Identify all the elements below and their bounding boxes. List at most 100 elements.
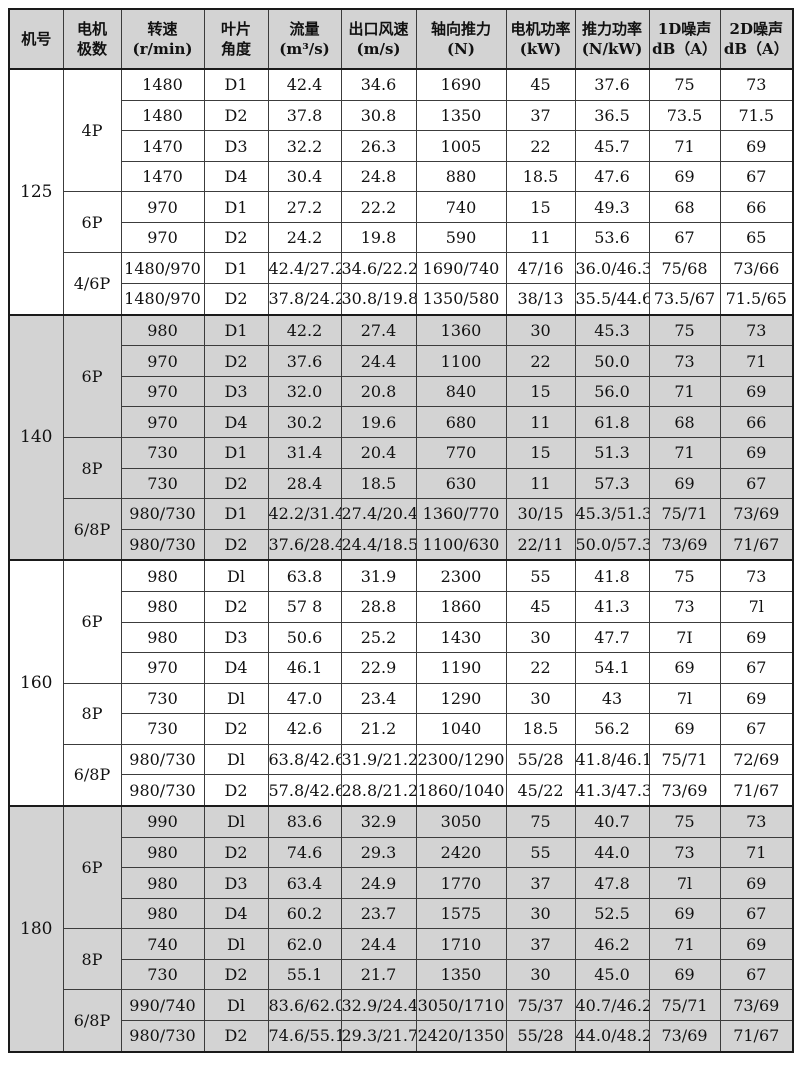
cell-velocity: 27.4	[340, 313, 417, 347]
cell-thrust-power: 49.3	[574, 191, 650, 223]
cell-noise-2d: 71/67	[719, 528, 794, 561]
cell-speed: 1480	[120, 99, 205, 132]
cell-thrust: 1290	[415, 682, 507, 715]
cell-velocity: 32.9/24.4	[340, 989, 417, 1021]
cell-power: 30	[505, 682, 576, 715]
cell-speed: 1480/970	[120, 252, 205, 284]
cell-noise-1d: 69	[648, 160, 721, 193]
cell-speed: 980/730	[120, 528, 205, 561]
cell-noise-2d: 71	[719, 345, 794, 377]
cell-flow: 37.6	[267, 345, 342, 377]
cell-power: 18.5	[505, 713, 576, 745]
poles-cell: 6P	[62, 313, 122, 438]
cell-speed: 730	[120, 467, 205, 500]
table-row: 180 6P 990 Dl 83.6 32.9 3050 75 40.7 75 73	[8, 804, 794, 1053]
cell-thrust-power: 45.3	[574, 313, 650, 347]
cell-speed: 970	[120, 191, 205, 223]
cell-velocity: 19.6	[340, 406, 417, 438]
table-row: 970 D3 32.0 20.8 840 15 56.0 71 69	[9, 375, 794, 408]
cell-flow: 57.8/42.6	[267, 774, 342, 807]
cell-blade: D2	[203, 528, 269, 561]
col-header-line2: (r/min)	[132, 40, 193, 58]
cell-power: 55	[505, 559, 576, 593]
cell-flow: 55.1	[267, 958, 342, 991]
cell-thrust-power: 50.0/57.3	[574, 528, 650, 561]
col-header-line1: 2D噪声	[729, 19, 783, 38]
cell-power: 55/28	[505, 1019, 576, 1053]
cell-blade: D2	[203, 1019, 269, 1053]
table-row: 8P 730 D1 31.4 20.4 770 15 51.3 71 69	[9, 436, 794, 500]
cell-thrust: 1360/770	[415, 498, 507, 530]
table-row: 6/8P 990/740 Dl 83.6/62.0 32.9/24.4 3050/1710…	[9, 989, 794, 1053]
cell-velocity: 24.4	[340, 345, 417, 377]
cell-thrust-power: 47.6	[574, 160, 650, 193]
poles-cell: 8P	[62, 436, 122, 500]
col-header-axial-thrust: 轴向推力 (N)	[415, 8, 507, 70]
table-row: 980 D2 74.6 29.3 2420 55 44.0 73 71	[9, 836, 794, 869]
cell-thrust-power: 36.5	[574, 99, 650, 132]
cell-blade: D1	[203, 436, 269, 469]
cell-noise-1d: 68	[648, 406, 721, 438]
cell-noise-2d: 71	[719, 836, 794, 869]
cell-speed: 980	[120, 313, 205, 347]
cell-blade: D1	[203, 498, 269, 530]
cell-blade: D2	[203, 958, 269, 991]
cell-blade: D3	[203, 130, 269, 162]
cell-blade: D1	[203, 313, 269, 347]
table-row: 1480 D2 37.8 30.8 1350 37 36.5 73.5 71.5	[9, 99, 794, 132]
cell-velocity: 23.4	[340, 682, 417, 715]
cell-noise-2d: 71.5	[719, 99, 794, 132]
table-row: 730 D2 28.4 18.5 630 11 57.3 69 67	[9, 467, 794, 500]
cell-velocity: 34.6/22.2	[340, 252, 417, 284]
col-header-line1: 叶片	[220, 19, 251, 38]
cell-thrust-power: 47.8	[574, 867, 650, 899]
col-header-machine-no: 机号	[8, 8, 64, 70]
cell-velocity: 18.5	[340, 467, 417, 500]
poles-cell: 6/8P	[62, 743, 122, 807]
cell-velocity: 24.8	[340, 160, 417, 193]
cell-thrust: 1100	[415, 345, 507, 377]
cell-blade: D3	[203, 375, 269, 408]
cell-speed: 980	[120, 559, 205, 593]
cell-velocity: 19.8	[340, 221, 417, 254]
cell-noise-1d: 68	[648, 191, 721, 223]
cell-thrust: 740	[415, 191, 507, 223]
cell-power: 37	[505, 99, 576, 132]
cell-noise-2d: 67	[719, 467, 794, 500]
cell-thrust-power: 56.2	[574, 713, 650, 745]
cell-power: 45	[505, 67, 576, 101]
cell-thrust: 1360	[415, 313, 507, 347]
cell-thrust-power: 52.5	[574, 897, 650, 930]
cell-flow: 24.2	[267, 221, 342, 254]
cell-speed: 740	[120, 928, 205, 960]
table-row: 1470 D3 32.2 26.3 1005 22 45.7 71 69	[9, 130, 794, 162]
col-header-line2: (N)	[447, 40, 475, 58]
cell-blade: D1	[203, 252, 269, 284]
cell-noise-2d: 71.5/65	[719, 282, 794, 316]
poles-cell: 4P	[62, 68, 122, 193]
cell-thrust-power: 44.0/48.2	[574, 1019, 650, 1053]
cell-noise-2d: 72/69	[719, 743, 794, 776]
cell-power: 15	[505, 375, 576, 408]
cell-thrust-power: 43	[574, 682, 650, 715]
poles-cell: 4/6P	[62, 252, 122, 316]
cell-power: 75/37	[505, 989, 576, 1021]
cell-noise-1d: 7l	[648, 682, 721, 715]
cell-blade: D1	[203, 67, 269, 101]
cell-speed: 970	[120, 406, 205, 438]
cell-velocity: 30.8/19.8	[340, 282, 417, 316]
cell-thrust: 1710	[415, 928, 507, 960]
cell-velocity: 26.3	[340, 130, 417, 162]
cell-flow: 42.4	[267, 67, 342, 101]
col-header-line2: dB（A）	[723, 40, 789, 58]
cell-speed: 970	[120, 375, 205, 408]
cell-thrust: 2420	[415, 836, 507, 869]
col-header-line2: (m³/s)	[279, 40, 330, 58]
table-row: 8P 740 Dl 62.0 24.4 1710 37 46.2 71 69	[9, 928, 794, 991]
col-header-line1: 机号	[21, 29, 52, 48]
table-row: 970 D2 24.2 19.8 590 11 53.6 67 65	[9, 221, 794, 254]
cell-flow: 42.6	[267, 713, 342, 745]
cell-noise-1d: 69	[648, 713, 721, 745]
cell-flow: 32.2	[267, 130, 342, 162]
model-cell: 125	[8, 68, 64, 316]
